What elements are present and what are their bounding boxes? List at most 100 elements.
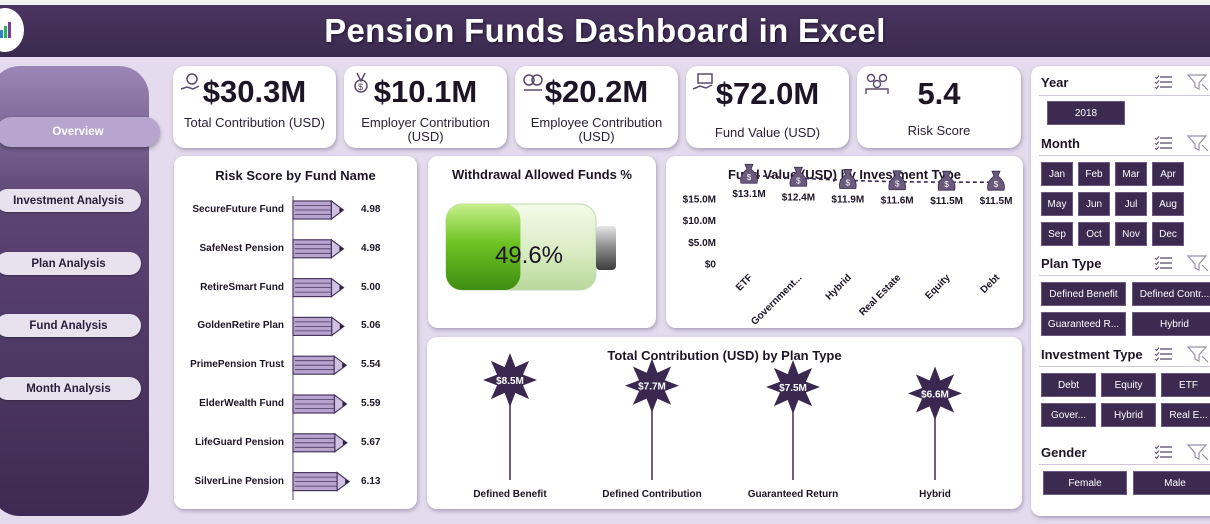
risk-fund-label: GoldenRetire Plan — [197, 320, 284, 332]
risk-bar — [292, 354, 348, 376]
money-bag-marker: $ — [987, 170, 1005, 191]
star-marker — [908, 366, 962, 421]
investment-type-slicer-item[interactable]: Debt — [1041, 373, 1096, 397]
clear-filter-icon[interactable] — [1186, 74, 1209, 91]
data-label: $11.9M — [831, 194, 864, 205]
plan-type-chart: $8.5M Defined Benefit $7.7M Defined Contrib… — [473, 353, 962, 500]
risk-bar — [292, 238, 345, 260]
clear-filter-icon[interactable] — [1186, 135, 1209, 152]
risk-bar — [292, 277, 345, 298]
gender-slicer-toolbar — [1154, 444, 1209, 461]
risk-value-label: 5.54 — [361, 359, 381, 371]
fund-value-chart: $15.0M $10.0M $5.0M $0 $ $13.1M ETF $ $12.4M Gove… — [683, 163, 1012, 328]
risk-score-chart-card: Risk Score by Fund Name SecureFuture Fun… — [174, 156, 417, 509]
multi-select-icon[interactable] — [1154, 445, 1172, 460]
plan-type-slicer-item[interactable]: Defined Benefit — [1041, 282, 1126, 306]
star-marker — [625, 358, 679, 413]
kpi-value: $30.3M — [202, 74, 307, 109]
multi-select-icon[interactable] — [1154, 136, 1172, 151]
withdrawal-card: Withdrawal Allowed Funds % 49.6% — [428, 156, 656, 328]
risk-bar — [292, 316, 345, 337]
investment-type-slicer-item[interactable]: ETF — [1161, 373, 1210, 397]
nav-investment-analysis-button[interactable]: Investment Analysis — [0, 189, 141, 212]
slicer-divider — [1039, 95, 1210, 96]
nav-fund-analysis-button[interactable]: Fund Analysis — [0, 314, 141, 337]
data-label: $11.6M — [881, 196, 914, 207]
multi-select-icon[interactable] — [1154, 347, 1172, 362]
kpi-value: $10.1M — [373, 74, 478, 109]
investment-type-slicer-item[interactable]: Hybrid — [1101, 403, 1156, 427]
y-tick-label: $0 — [705, 260, 717, 271]
kpi-value: 5.4 — [917, 76, 961, 111]
nav-month-analysis-button[interactable]: Month Analysis — [0, 377, 141, 400]
year-slicer-item[interactable]: 2018 — [1047, 101, 1125, 125]
kpi-label: Fund Value (USD) — [714, 125, 821, 140]
investment-type-slicer-item[interactable]: Equity — [1101, 373, 1156, 397]
month-slicer-item[interactable]: Feb — [1078, 162, 1110, 186]
nav-label: Overview — [52, 126, 104, 138]
plan-type-slicer-item[interactable]: Hybrid — [1132, 312, 1210, 336]
investment-type-slicer-item[interactable]: Real E... — [1161, 403, 1210, 427]
slicer-divider — [1039, 155, 1210, 156]
gender-slicer-item[interactable]: Female — [1043, 471, 1127, 495]
plan-type-slicer-title: Plan Type — [1041, 256, 1102, 271]
withdrawal-value: 49.6% — [494, 242, 564, 269]
kpi-label: Total Contribution (USD) — [184, 115, 325, 130]
plan-type-slicer-item[interactable]: Defined Contr... — [1132, 282, 1210, 306]
nav-plan-analysis-button[interactable]: Plan Analysis — [0, 252, 141, 275]
month-slicer-item[interactable]: Apr — [1152, 162, 1184, 186]
svg-text:$: $ — [944, 180, 949, 189]
risk-fund-label: RetireSmart Fund — [200, 281, 284, 293]
month-slicer-title: Month — [1041, 136, 1080, 151]
clear-filter-icon[interactable] — [1186, 346, 1209, 363]
month-slicer-item[interactable]: Aug — [1152, 192, 1184, 216]
month-slicer-item[interactable]: Mar — [1115, 162, 1147, 186]
month-slicer-item[interactable]: Sep — [1041, 222, 1073, 246]
kpi-employer-contribution: $ $10.1M Employer Contribution (USD) — [344, 66, 507, 148]
risk-value-label: 4.98 — [361, 242, 381, 254]
kpi-label: Risk Score — [907, 123, 971, 138]
svg-text:$: $ — [796, 176, 801, 185]
money-bag-marker: $ — [937, 170, 956, 191]
x-tick-label: Hybrid — [824, 272, 854, 302]
multi-select-icon[interactable] — [1154, 75, 1172, 90]
data-label: $12.4M — [782, 192, 815, 203]
clear-filter-icon[interactable] — [1186, 444, 1209, 461]
gender-slicer-item[interactable]: Male — [1133, 471, 1210, 495]
svg-text:$: $ — [994, 180, 999, 189]
data-label: $7.5M — [779, 383, 807, 394]
nav-overview-button[interactable]: Overview — [0, 117, 160, 147]
clear-filter-icon[interactable] — [1186, 255, 1209, 272]
month-slicer-item[interactable]: Jul — [1115, 192, 1147, 216]
data-label: $6.6M — [921, 389, 949, 400]
month-slicer-item[interactable]: Nov — [1115, 222, 1147, 246]
month-slicer-item[interactable]: Dec — [1152, 222, 1184, 246]
battery-gauge — [445, 203, 616, 291]
kpi-fund-value: $72.0M Fund Value (USD) — [686, 66, 849, 148]
nav-label: Month Analysis — [26, 382, 111, 395]
money-hand-icon — [692, 73, 713, 90]
month-slicer-item[interactable]: Jan — [1041, 162, 1073, 186]
slicer-divider — [1039, 464, 1210, 465]
y-tick-label: $5.0M — [688, 238, 716, 249]
month-slicer-item[interactable]: Oct — [1078, 222, 1110, 246]
investment-type-slicer-item[interactable]: Gover... — [1041, 403, 1096, 427]
x-tick-label: Defined Benefit — [473, 489, 547, 500]
multi-select-icon[interactable] — [1154, 256, 1172, 271]
x-tick-label: Hybrid — [919, 489, 951, 500]
risk-fund-label: ElderWealth Fund — [199, 398, 284, 409]
chart-title: Withdrawal Allowed Funds % — [452, 167, 632, 182]
risk-fund-label: SecureFuture Fund — [192, 204, 284, 215]
kpi-total-contribution: $30.3M Total Contribution (USD) — [173, 66, 336, 148]
risk-value-label: 4.98 — [361, 204, 381, 215]
risk-fund-label: SafeNest Pension — [199, 242, 284, 254]
month-slicer-item[interactable]: May — [1041, 192, 1073, 216]
kpi-risk-score: 5.4 Risk Score — [857, 66, 1021, 148]
month-slicer-item[interactable]: Jun — [1078, 192, 1110, 216]
risk-value-label: 5.06 — [361, 320, 381, 332]
series-line — [748, 174, 996, 183]
risk-value-label: 5.67 — [361, 436, 381, 448]
medal-icon: $ — [354, 72, 368, 93]
plan-type-slicer-item[interactable]: Guaranteed R... — [1041, 312, 1126, 336]
slicer-divider — [1039, 275, 1210, 276]
